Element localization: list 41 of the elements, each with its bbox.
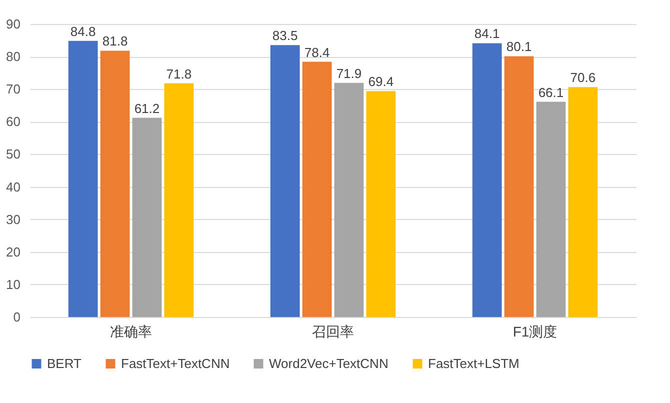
y-tick-label: 70	[6, 82, 20, 97]
y-tick-label: 60	[6, 114, 20, 130]
data-label: 69.4	[368, 74, 394, 90]
bar	[100, 50, 130, 317]
data-label: 80.1	[506, 39, 532, 54]
y-tick-label: 20	[6, 244, 20, 260]
data-label: 84.1	[474, 26, 500, 42]
bar	[132, 118, 162, 317]
data-label: 71.9	[336, 66, 362, 81]
y-tick-label: 10	[6, 276, 20, 292]
y-tick-label: 40	[6, 179, 20, 194]
y-tick-label: 30	[6, 212, 20, 227]
bar	[302, 62, 332, 317]
bar	[68, 40, 98, 317]
data-label: 71.8	[166, 66, 192, 82]
x-tick-label: F1测度	[512, 324, 558, 340]
x-tick-label: 准确率	[110, 324, 152, 340]
data-label: 81.8	[102, 34, 128, 49]
bar	[334, 82, 364, 317]
legend-label: Word2Vec+TextCNN	[269, 356, 388, 371]
data-label: 83.5	[272, 28, 298, 44]
bar	[504, 56, 534, 317]
data-label: 78.4	[304, 44, 330, 60]
data-label: 66.1	[538, 84, 564, 100]
data-label: 84.8	[70, 24, 96, 39]
bar	[536, 102, 566, 317]
bar	[472, 43, 502, 317]
legend-label: BERT	[47, 356, 82, 371]
bar	[568, 87, 598, 317]
legend-label: FastText+TextCNN	[121, 356, 230, 371]
data-label: 70.6	[570, 70, 596, 86]
y-tick-label: 90	[6, 16, 20, 32]
y-tick-label: 50	[6, 146, 20, 162]
legend-label: FastText+LSTM	[428, 356, 520, 371]
data-label: 61.2	[134, 100, 160, 116]
bar	[366, 91, 396, 317]
bar	[270, 45, 300, 317]
bar	[164, 83, 194, 317]
y-tick-label: 80	[6, 49, 20, 64]
x-tick-label: 召回率	[312, 324, 354, 340]
y-tick-label: 0	[13, 310, 20, 324]
